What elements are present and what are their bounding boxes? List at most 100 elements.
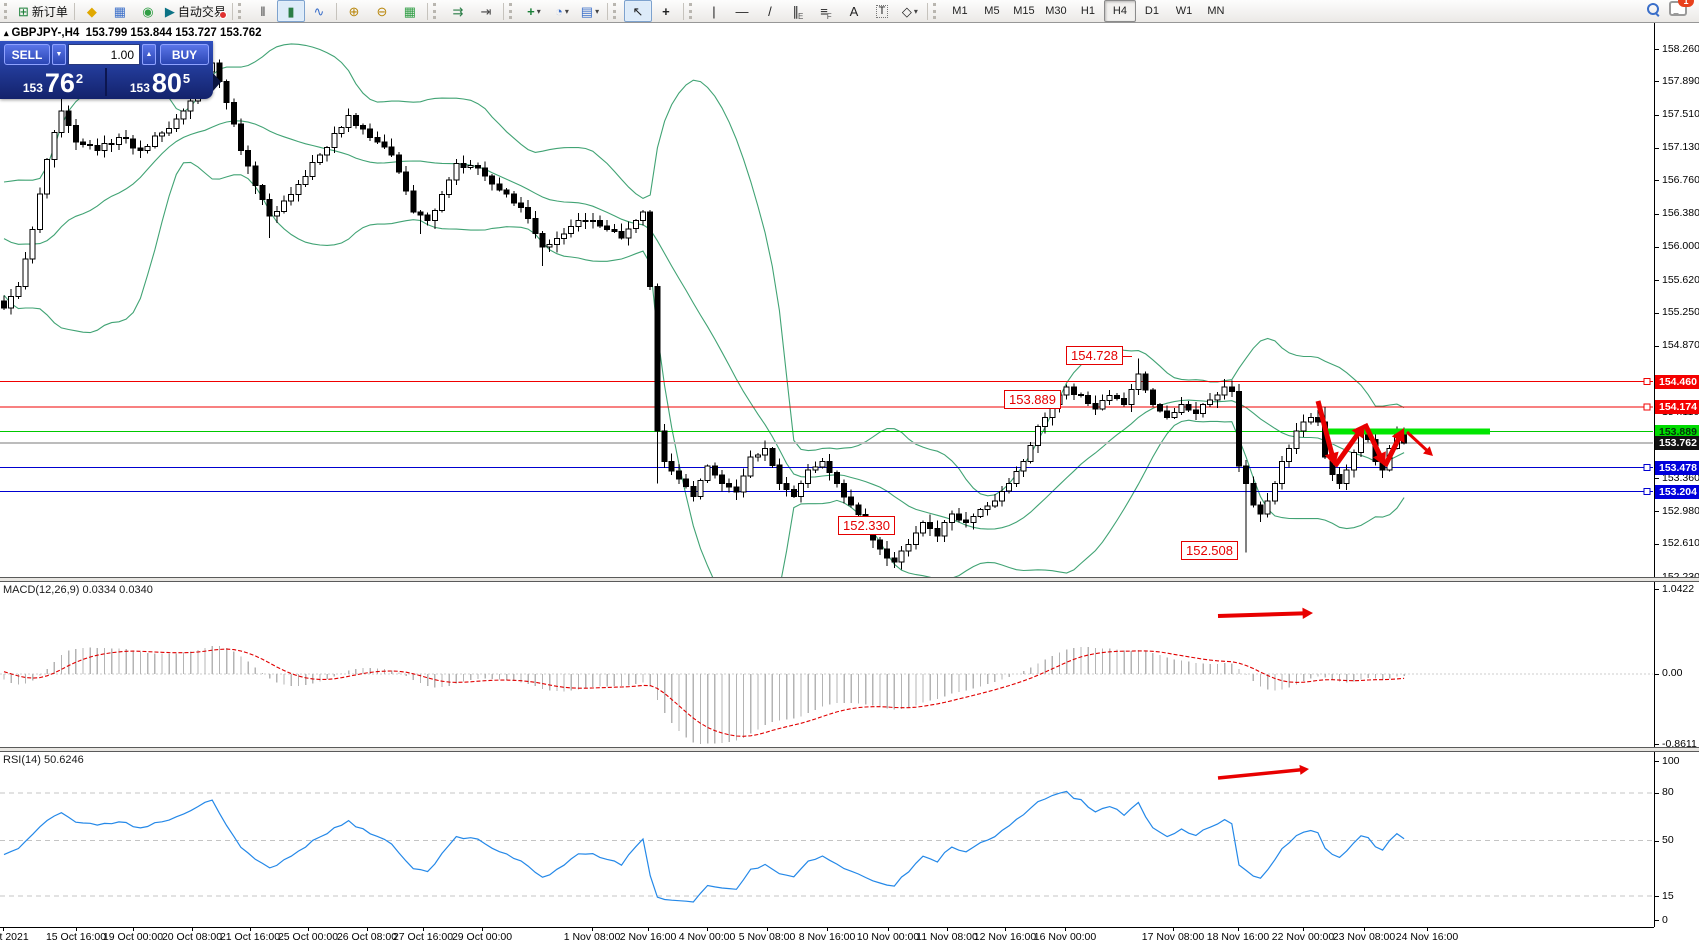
equidistant-channel-button[interactable]: ∥ E xyxy=(792,3,804,22)
new-order-button[interactable]: ⊞ 新订单 xyxy=(15,0,71,22)
toolbar-grip[interactable] xyxy=(932,3,941,19)
volume-input[interactable]: 1.00 xyxy=(68,44,140,65)
macd-panel-canvas[interactable] xyxy=(0,582,1654,748)
time-tick-mark xyxy=(648,928,649,931)
navigator-button[interactable]: ◉ xyxy=(134,0,162,22)
label-connector-line xyxy=(1122,355,1132,357)
macd-indicator-label: MACD(12,26,9) 0.0334 0.0340 xyxy=(3,584,153,596)
buy-button[interactable]: BUY xyxy=(160,44,209,65)
time-tick-mark xyxy=(1238,928,1239,931)
candlestick-chart-button[interactable]: ▮ xyxy=(276,0,305,22)
crosshair-icon: + xyxy=(662,3,670,19)
buy-price[interactable]: 153 80 5 xyxy=(129,68,191,98)
arrows-icon: ◇ xyxy=(901,3,912,19)
horizontal-line-button[interactable]: — xyxy=(728,0,756,22)
axis-tick-label: -0.8611 xyxy=(1662,737,1697,750)
autotrading-button[interactable]: ▶ 自动交易 xyxy=(162,0,229,22)
notifications-button[interactable]: 1 xyxy=(1669,0,1694,21)
support-line-153204-handle[interactable] xyxy=(1643,488,1651,496)
toolbar-grip[interactable] xyxy=(508,3,517,19)
time-tick-label: 1 Nov 08:00 xyxy=(563,931,621,943)
timeframe-h4-button[interactable]: H4 xyxy=(1103,0,1136,22)
bar-chart-button[interactable]: ‖ xyxy=(249,0,277,22)
cursor-button[interactable]: ↖ xyxy=(623,0,652,22)
price-flag: 153.204 xyxy=(1655,484,1699,499)
rsi-panel-canvas[interactable] xyxy=(0,752,1654,927)
sell-button[interactable]: SELL xyxy=(4,44,50,65)
time-tick-label: 16 Nov 00:00 xyxy=(1033,931,1097,943)
timeframe-h1-button[interactable]: H1 xyxy=(1080,5,1095,17)
axis-tick-label: 156.380 xyxy=(1662,207,1699,220)
timeframe-m1-button[interactable]: M1 xyxy=(952,5,968,17)
auto-scroll-button[interactable]: ⇉ xyxy=(444,0,472,22)
axis-tick-mark xyxy=(1655,792,1659,794)
tile-windows-button[interactable]: ▦ xyxy=(396,0,424,22)
time-tick-mark xyxy=(1005,928,1006,931)
main-chart-canvas[interactable] xyxy=(0,23,1654,578)
price-flag: 154.174 xyxy=(1655,399,1699,414)
time-tick-label: 29 Oct 00:00 xyxy=(451,931,513,943)
axis-tick-label: 80 xyxy=(1662,786,1674,799)
profiles-button[interactable]: ◆ xyxy=(78,0,106,22)
axis-tick-label: 155.250 xyxy=(1662,306,1699,319)
resistance-line-154460-handle[interactable] xyxy=(1643,378,1651,386)
timeframe-m5-button[interactable]: M5 xyxy=(984,5,1000,17)
toolbar-grip[interactable] xyxy=(612,3,621,19)
fibonacci-button[interactable]: ≡ F xyxy=(820,3,832,22)
rsi-panel-splitter[interactable] xyxy=(0,747,1699,752)
indicators-button[interactable]: + ▾ xyxy=(520,0,548,22)
axis-tick-label: 152.230 xyxy=(1662,571,1699,583)
macd-panel-splitter[interactable] xyxy=(0,577,1699,582)
timeframe-m30-button[interactable]: M30 xyxy=(1045,5,1067,17)
zoom-out-button[interactable]: ⊖ xyxy=(368,0,396,22)
periods-button[interactable]: ◔ ▾ xyxy=(548,0,576,22)
chart-shift-icon: ⇥ xyxy=(480,3,492,19)
timeframe-m15-button[interactable]: M15 xyxy=(1013,5,1035,17)
bollinger-upper-band xyxy=(3,43,1405,497)
time-tick-mark xyxy=(482,928,483,931)
zoom-in-button[interactable]: ⊕ xyxy=(340,0,368,22)
market-watch-button[interactable]: ▦ xyxy=(106,0,134,22)
volume-down-button[interactable]: ▼ xyxy=(52,44,66,65)
templates-button[interactable]: ▤ ▾ xyxy=(576,0,604,22)
axis-tick-mark xyxy=(1655,543,1659,545)
autotrading-status-dot xyxy=(218,11,227,19)
panel-collapse-handle[interactable] xyxy=(213,73,221,91)
price-axis[interactable]: 158.260 157.890 157.510 157.130 156.760 156.3… xyxy=(1654,23,1699,927)
support-line-153478-handle[interactable] xyxy=(1643,464,1651,472)
main-toolbar: ⊞ 新订单 ◆ ▦ ◉ ▶ 自动交易 ‖ ▮ ∿ ⊕ ⊖ ▦ ⇉ ⇥ + ▾ ◔ ▾ ▤ ▾ ↖ + | — / ∥ E ≡ F A T ◇ ▾ M… xyxy=(0,0,1699,23)
axis-tick-mark xyxy=(1655,280,1659,282)
search-button[interactable] xyxy=(1647,2,1659,20)
toolbar-right-icons: 1 xyxy=(1647,0,1699,21)
timeframe-mn-button[interactable]: MN xyxy=(1207,5,1225,17)
timeframe-d1-button[interactable]: D1 xyxy=(1144,5,1159,17)
line-chart-button[interactable]: ∿ xyxy=(305,0,333,22)
trendline-button[interactable]: / xyxy=(756,0,784,22)
axis-tick-label: 157.510 xyxy=(1662,108,1699,121)
timeframe-w1-button[interactable]: W1 xyxy=(1175,5,1193,17)
time-tick-mark xyxy=(827,928,828,931)
toolbar-grip[interactable] xyxy=(688,3,697,19)
chart-shift-button[interactable]: ⇥ xyxy=(472,0,500,22)
time-tick-mark xyxy=(3,928,4,931)
arrows-button[interactable]: ◇ ▾ xyxy=(896,0,924,22)
axis-tick-label: 0.00 xyxy=(1662,667,1683,680)
axis-tick-label: 157.130 xyxy=(1662,141,1699,154)
toolbar-grip[interactable] xyxy=(432,3,441,19)
toolbar-separator xyxy=(682,2,684,20)
navigator-icon: ◉ xyxy=(142,3,154,19)
bollinger-bands-layer xyxy=(3,43,1405,578)
resistance-line-154174-handle[interactable] xyxy=(1643,403,1651,411)
text-button[interactable]: A xyxy=(840,0,868,22)
vertical-line-button[interactable]: | xyxy=(700,0,728,22)
axis-tick-label: 15 xyxy=(1662,889,1674,902)
text-label-button[interactable]: T xyxy=(868,0,896,22)
crosshair-button[interactable]: + xyxy=(652,0,680,22)
sell-price[interactable]: 153 76 2 xyxy=(22,68,84,98)
volume-up-button[interactable]: ▲ xyxy=(142,44,156,65)
time-tick-mark xyxy=(1303,928,1304,931)
toolbar-grip[interactable] xyxy=(4,3,12,19)
toolbar-grip[interactable] xyxy=(237,3,246,19)
